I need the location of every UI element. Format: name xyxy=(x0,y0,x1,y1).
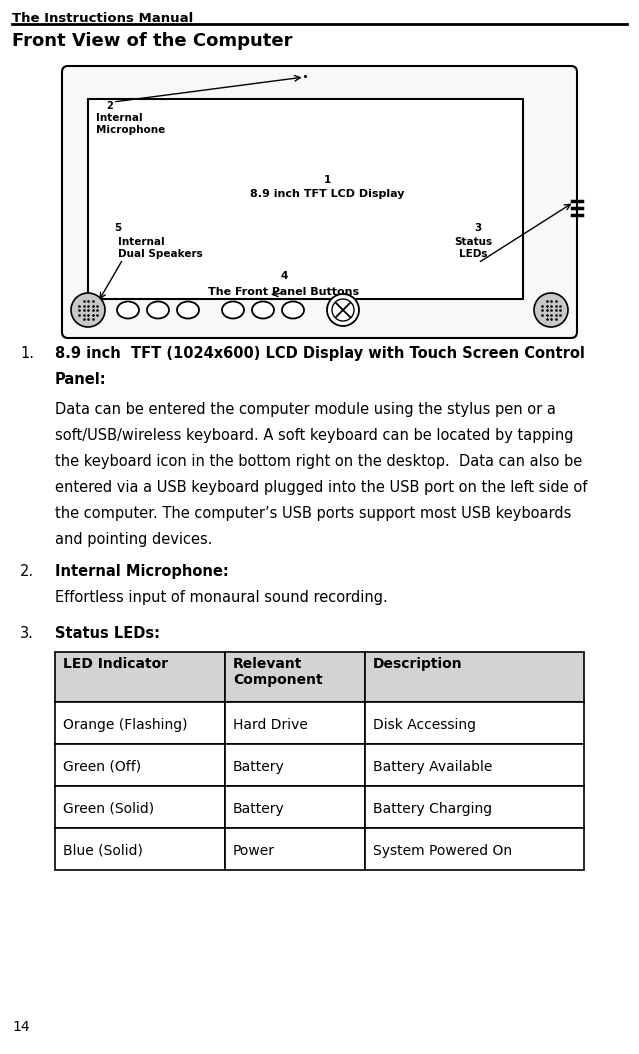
Text: Description: Description xyxy=(373,657,463,671)
Bar xyxy=(365,828,584,870)
Text: 3.: 3. xyxy=(20,626,34,641)
Bar xyxy=(55,702,225,744)
Text: 2.: 2. xyxy=(20,564,34,579)
Text: 5: 5 xyxy=(114,223,121,233)
FancyBboxPatch shape xyxy=(62,66,577,338)
Circle shape xyxy=(332,299,354,321)
Text: Front View of the Computer: Front View of the Computer xyxy=(12,32,293,50)
Circle shape xyxy=(534,293,568,327)
Text: The Instructions Manual: The Instructions Manual xyxy=(12,12,193,25)
Text: 1: 1 xyxy=(323,175,331,186)
Text: Battery: Battery xyxy=(233,760,285,774)
Ellipse shape xyxy=(177,301,199,318)
Text: 1.: 1. xyxy=(20,346,34,362)
Ellipse shape xyxy=(117,301,139,318)
Text: LED Indicator: LED Indicator xyxy=(63,657,168,671)
Text: the keyboard icon in the bottom right on the desktop.  Data can also be: the keyboard icon in the bottom right on… xyxy=(55,454,582,469)
Text: Orange (Flashing): Orange (Flashing) xyxy=(63,718,187,731)
Text: Disk Accessing: Disk Accessing xyxy=(373,718,476,731)
Text: Panel:: Panel: xyxy=(55,372,107,387)
Text: 4: 4 xyxy=(280,271,288,281)
Text: Power: Power xyxy=(233,844,275,858)
Bar xyxy=(55,828,225,870)
Bar xyxy=(88,99,523,299)
Text: Internal
Microphone: Internal Microphone xyxy=(96,113,166,135)
Text: Green (Solid): Green (Solid) xyxy=(63,802,154,816)
Text: 8.9 inch  TFT (1024x600) LCD Display with Touch Screen Control: 8.9 inch TFT (1024x600) LCD Display with… xyxy=(55,346,585,362)
Ellipse shape xyxy=(282,301,304,318)
Circle shape xyxy=(327,294,359,326)
Bar xyxy=(365,786,584,828)
Text: Battery Available: Battery Available xyxy=(373,760,493,774)
Text: Internal
Dual Speakers: Internal Dual Speakers xyxy=(118,237,203,259)
Text: Status LEDs:: Status LEDs: xyxy=(55,626,160,641)
Text: The Front Panel Buttons: The Front Panel Buttons xyxy=(208,287,359,297)
Bar xyxy=(55,652,225,702)
Text: Relevant
Component: Relevant Component xyxy=(233,657,323,687)
Text: 8.9 inch TFT LCD Display: 8.9 inch TFT LCD Display xyxy=(250,189,404,199)
Text: Battery: Battery xyxy=(233,802,285,816)
Bar xyxy=(225,828,365,870)
Bar xyxy=(225,786,365,828)
Text: and pointing devices.: and pointing devices. xyxy=(55,532,213,547)
Bar xyxy=(365,702,584,744)
Ellipse shape xyxy=(222,301,244,318)
Text: 2: 2 xyxy=(106,101,112,111)
Circle shape xyxy=(71,293,105,327)
Text: 3: 3 xyxy=(474,223,482,233)
Bar xyxy=(55,744,225,786)
Text: Blue (Solid): Blue (Solid) xyxy=(63,844,143,858)
Text: Status
LEDs: Status LEDs xyxy=(454,237,492,259)
Bar xyxy=(225,702,365,744)
Bar xyxy=(365,744,584,786)
Text: the computer. The computer’s USB ports support most USB keyboards: the computer. The computer’s USB ports s… xyxy=(55,506,571,521)
Text: entered via a USB keyboard plugged into the USB port on the left side of: entered via a USB keyboard plugged into … xyxy=(55,480,587,495)
Text: System Powered On: System Powered On xyxy=(373,844,512,858)
Text: Internal Microphone:: Internal Microphone: xyxy=(55,564,229,579)
Bar xyxy=(225,652,365,702)
Ellipse shape xyxy=(147,301,169,318)
Text: Hard Drive: Hard Drive xyxy=(233,718,308,731)
Bar xyxy=(365,652,584,702)
Text: Battery Charging: Battery Charging xyxy=(373,802,492,816)
Text: Data can be entered the computer module using the stylus pen or a: Data can be entered the computer module … xyxy=(55,402,556,417)
Text: 14: 14 xyxy=(12,1020,29,1034)
Bar xyxy=(55,786,225,828)
Text: soft/USB/wireless keyboard. A soft keyboard can be located by tapping: soft/USB/wireless keyboard. A soft keybo… xyxy=(55,428,573,443)
Text: Effortless input of monaural sound recording.: Effortless input of monaural sound recor… xyxy=(55,590,388,605)
Text: Green (Off): Green (Off) xyxy=(63,760,141,774)
Bar xyxy=(225,744,365,786)
Ellipse shape xyxy=(252,301,274,318)
